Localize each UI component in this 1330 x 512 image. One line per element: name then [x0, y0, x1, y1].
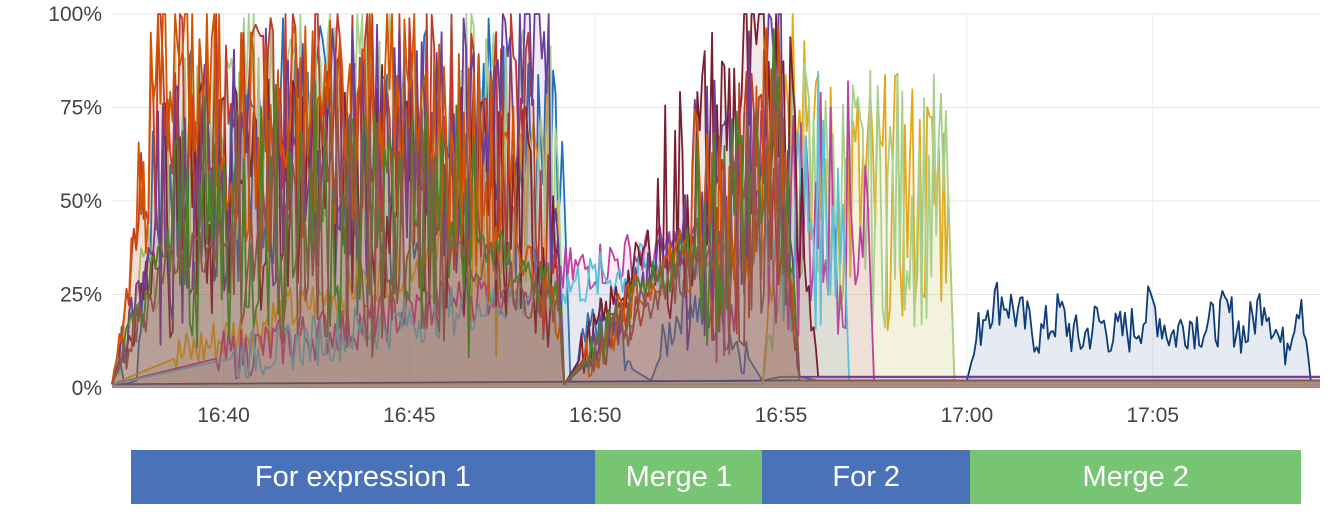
axes: 0% 25% 50% 75% 100% 16:40 16:45 16:50 16:55 17:00… — [48, 3, 1179, 427]
series-area-9 — [112, 14, 1320, 388]
x-tick-label: 16:40 — [197, 404, 250, 427]
x-tick-label: 17:00 — [941, 404, 994, 427]
phase-label: For 2 — [832, 460, 901, 493]
y-tick-label: 100% — [48, 3, 102, 26]
series-area-2 — [112, 14, 1320, 388]
phase-bar-3: Merge 2 — [969, 450, 1302, 504]
x-tick-label: 16:55 — [755, 404, 808, 427]
series-line-1 — [111, 281, 1320, 386]
phase-label: For expression 1 — [254, 460, 471, 493]
phase-bar-2: For 2 — [762, 450, 970, 504]
y-tick-label: 50% — [60, 190, 102, 213]
x-tick-label: 17:05 — [1126, 404, 1179, 427]
phase-label: Merge 1 — [625, 460, 732, 493]
x-tick-label: 16:45 — [383, 404, 436, 427]
phase-bar-0: For expression 1 — [130, 450, 596, 504]
series-group — [111, 13, 1320, 388]
y-tick-label: 75% — [60, 97, 102, 120]
x-tick-label: 16:50 — [569, 404, 622, 427]
series-area-10 — [112, 29, 1320, 388]
series-area-7 — [112, 14, 1320, 388]
y-tick-label: 25% — [60, 284, 102, 307]
phase-label: Merge 2 — [1082, 460, 1189, 493]
series-area-0 — [112, 17, 1320, 388]
phase-bar-1: Merge 1 — [595, 450, 763, 504]
utilization-chart: 0% 25% 50% 75% 100% 16:40 16:45 16:50 16:55 17:00… — [48, 3, 1320, 427]
series-line-11 — [111, 73, 1320, 386]
y-tick-label: 0% — [72, 377, 102, 400]
